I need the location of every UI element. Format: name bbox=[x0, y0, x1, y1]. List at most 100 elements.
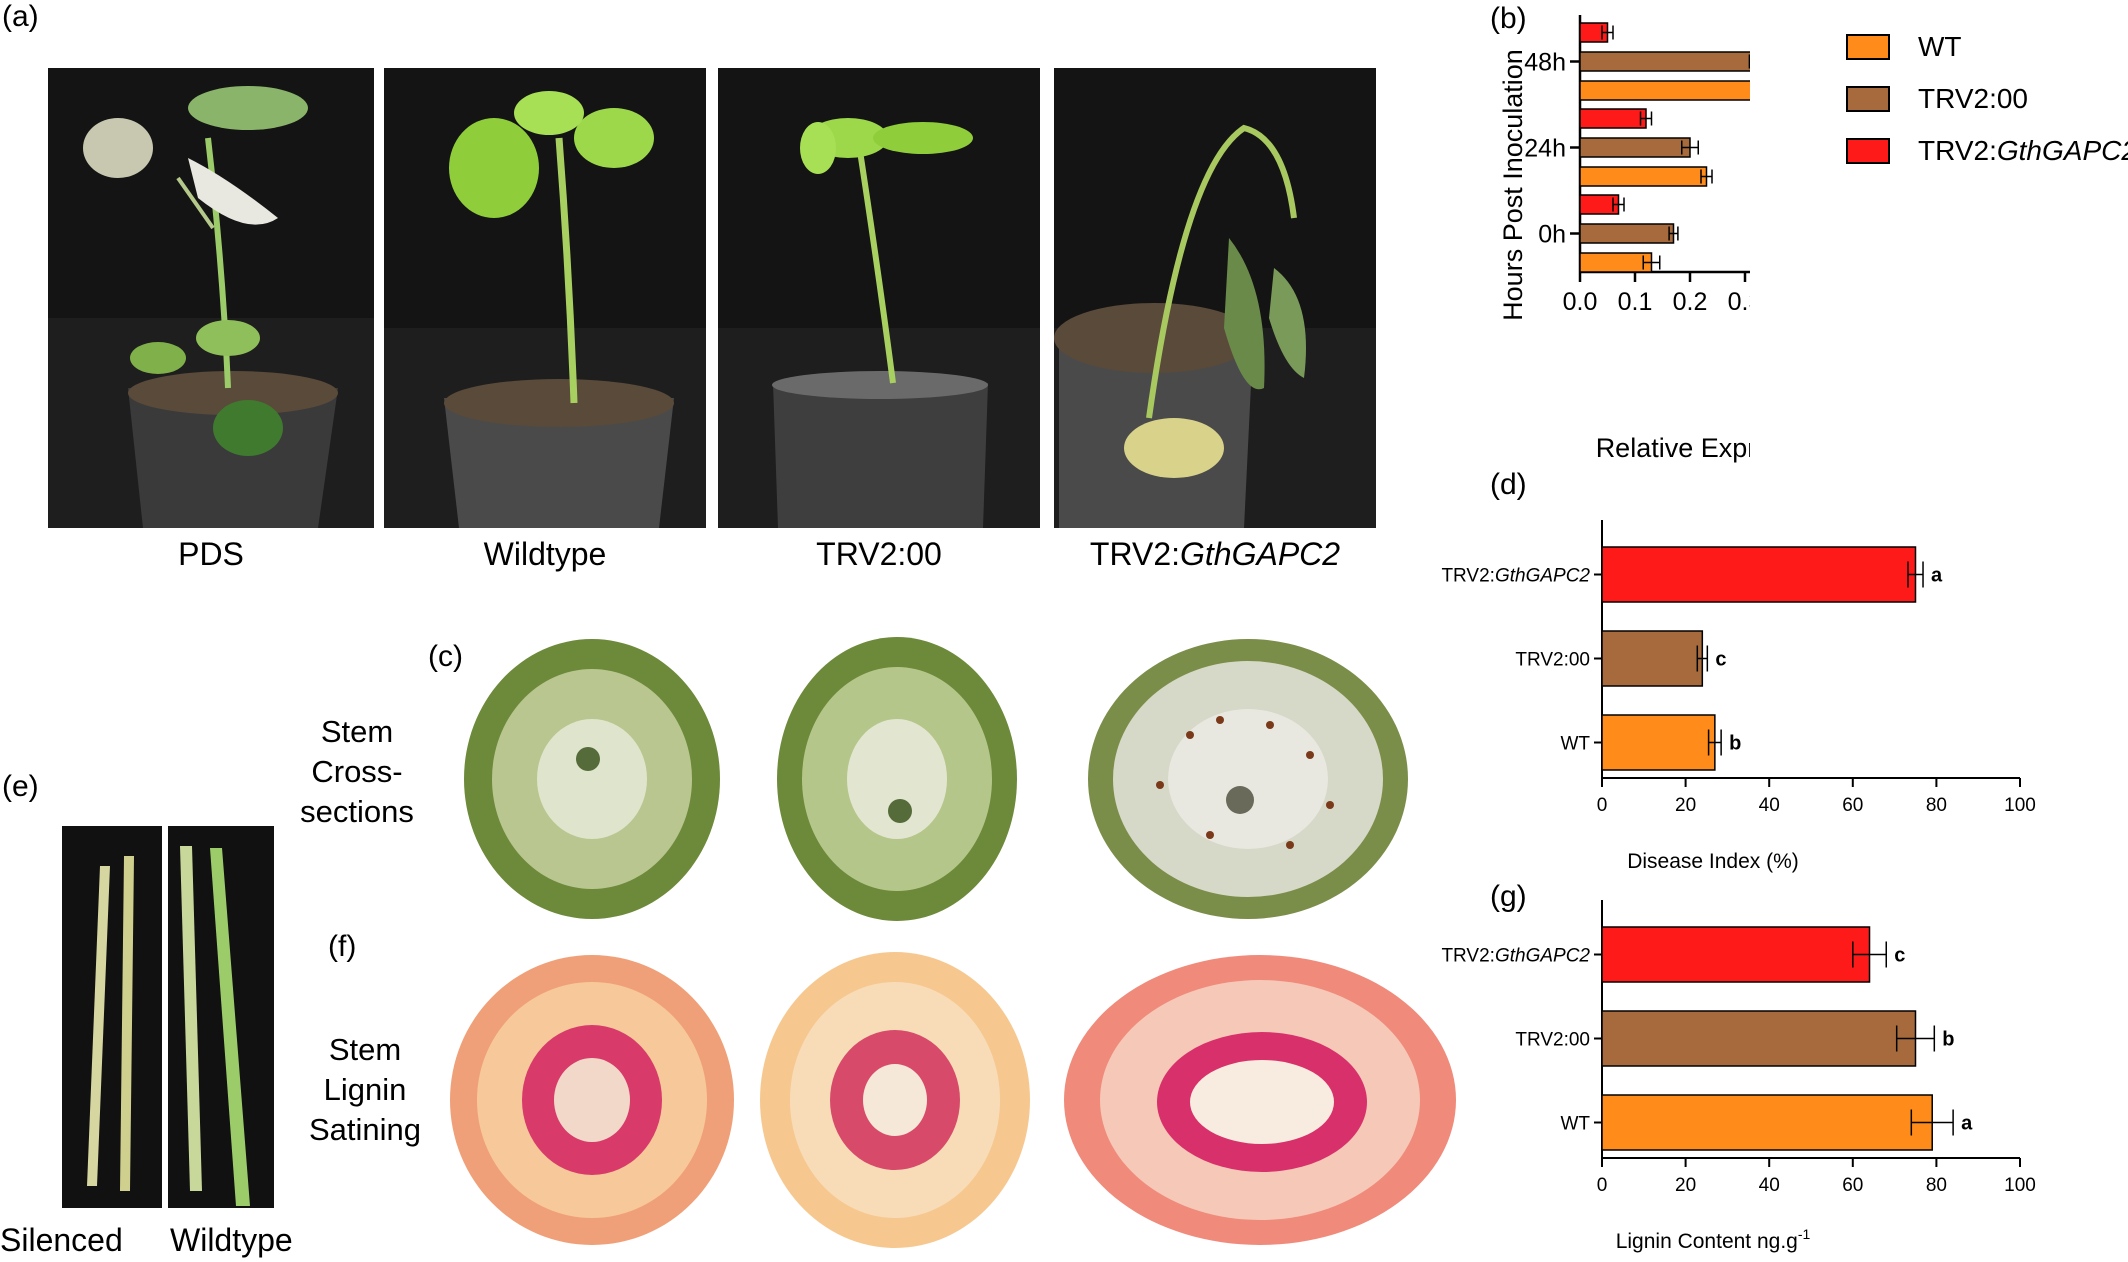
d-y-tick-label-main: TRV2:00 bbox=[1515, 650, 1590, 671]
legend-item-trv2-gthgapc2: TRV2:GthGAPC2 bbox=[1846, 126, 2128, 176]
stem-photo-silenced bbox=[62, 826, 162, 1208]
legend-swatch-wt bbox=[1846, 34, 1890, 60]
d-x-tick-label: 100 bbox=[2004, 795, 2036, 816]
d-bar bbox=[1601, 546, 1917, 603]
label-stem-lignin-3: Satining bbox=[308, 1112, 422, 1147]
g-y-tick-label: WT bbox=[1560, 1114, 1590, 1135]
d-x-tick-label: 0 bbox=[1597, 795, 1608, 816]
legend-item-trv2-00: TRV2:00 bbox=[1846, 74, 2128, 124]
panel-label-d: (d) bbox=[1490, 468, 1527, 501]
g-bar bbox=[1601, 1094, 1933, 1151]
g-x-tick-label: 80 bbox=[1926, 1175, 1947, 1196]
b-y-tick-label: 0h bbox=[1538, 221, 1566, 249]
b-y-tick-label: 24h bbox=[1524, 135, 1566, 163]
g-significance-letter: b bbox=[1942, 1029, 1954, 1051]
stem-cross-section-images bbox=[464, 637, 1408, 921]
lignin-section-2 bbox=[760, 952, 1030, 1248]
b-x-tick-label: 0.0 bbox=[1563, 288, 1598, 316]
d-x-axis-label: Disease Index (%) bbox=[1627, 850, 1799, 873]
chart-g: Lignin Content ng.g-1 0 20 40 60 80 100 a WT b TR… bbox=[1441, 900, 2036, 1253]
b-bar bbox=[1579, 80, 1750, 101]
legend-swatch-trv2-00 bbox=[1846, 86, 1890, 112]
g-bar bbox=[1601, 926, 1871, 983]
panel-label-c: (c) bbox=[428, 640, 463, 673]
b-x-tick-label: 0.3 bbox=[1728, 288, 1750, 316]
g-x-tick-label: 60 bbox=[1842, 1175, 1863, 1196]
label-stem-lignin-staining: Stem Lignin Satining bbox=[290, 1030, 440, 1150]
g-x-tick-label: 40 bbox=[1759, 1175, 1780, 1196]
label-stem-lignin-2: Lignin bbox=[323, 1072, 407, 1107]
b-y-tick-label: 48h bbox=[1524, 49, 1566, 77]
b-x-axis-label: Relative Expression bbox=[1596, 433, 1750, 463]
legend-label-trv2-00: TRV2:00 bbox=[1918, 83, 2028, 114]
d-significance-letter: b bbox=[1729, 733, 1741, 755]
d-y-tick-label: WT bbox=[1560, 734, 1590, 755]
g-y-tick-label-italic: GthGAPC2 bbox=[1495, 946, 1590, 967]
g-x-axis-label: Lignin Content ng.g-1 bbox=[1616, 1226, 1811, 1253]
g-bar bbox=[1601, 1010, 1917, 1067]
g-x-tick-label: 0 bbox=[1597, 1175, 1608, 1196]
panel-label-f: (f) bbox=[328, 930, 357, 963]
d-x-tick-label: 80 bbox=[1926, 795, 1947, 816]
lignin-section-3 bbox=[1064, 955, 1456, 1245]
b-y-axis-label: Hours Post Inoculation bbox=[1498, 49, 1528, 321]
panel-label-g: (g) bbox=[1490, 880, 1527, 913]
g-y-tick-label: TRV2:GthGAPC2 bbox=[1441, 946, 1590, 967]
panel-label-b: (b) bbox=[1490, 2, 1527, 35]
legend-b: WT TRV2:00 TRV2:GthGAPC2 bbox=[1846, 22, 2128, 176]
d-y-tick-label: TRV2:GthGAPC2 bbox=[1441, 566, 1590, 587]
b-x-tick-label: 0.2 bbox=[1673, 288, 1708, 316]
b-bar bbox=[1579, 223, 1675, 244]
b-x-tick-label: 0.1 bbox=[1618, 288, 1653, 316]
label-stem-lignin-1: Stem bbox=[328, 1032, 402, 1067]
panel-label-e: (e) bbox=[2, 770, 39, 803]
cross-section-2 bbox=[777, 637, 1017, 921]
d-x-tick-label: 40 bbox=[1759, 795, 1780, 816]
d-y-tick-label-italic: GthGAPC2 bbox=[1495, 566, 1590, 587]
d-significance-letter: c bbox=[1715, 649, 1726, 671]
d-bar bbox=[1601, 714, 1716, 771]
d-bar bbox=[1601, 630, 1704, 687]
caption-trv2-prefix: TRV2: bbox=[1089, 536, 1181, 572]
chart-b: Hours Post Inoculation Relative Expressi… bbox=[1498, 15, 1750, 463]
g-significance-letter: c bbox=[1894, 945, 1905, 967]
g-x-axis-label-sup: -1 bbox=[1798, 1226, 1811, 1242]
label-stem-cross-2: Cross-sections bbox=[300, 754, 414, 829]
b-bar bbox=[1579, 108, 1647, 129]
b-bar bbox=[1579, 252, 1653, 273]
d-y-tick-label-main: WT bbox=[1560, 734, 1590, 755]
photo-wildtype bbox=[384, 68, 706, 528]
b-bar bbox=[1579, 51, 1750, 72]
photo-pds bbox=[48, 68, 374, 528]
legend-label-trv2-italic: GthGAPC2 bbox=[1996, 135, 2128, 166]
cross-section-1 bbox=[464, 639, 720, 919]
photo-trv2-00 bbox=[718, 68, 1040, 528]
legend-swatch-trv2-gthgapc2 bbox=[1846, 138, 1890, 164]
g-y-tick-label-main: TRV2: bbox=[1441, 946, 1495, 967]
caption-silenced: Silenced bbox=[0, 1222, 123, 1258]
g-x-axis-label-main: Lignin Content ng.g bbox=[1616, 1230, 1798, 1253]
caption-trv2-00: TRV2:00 bbox=[816, 536, 942, 572]
caption-pds: PDS bbox=[178, 536, 244, 572]
g-y-tick-label-main: TRV2:00 bbox=[1515, 1030, 1590, 1051]
g-y-tick-label-main: WT bbox=[1560, 1114, 1590, 1135]
stem-photo-wildtype bbox=[168, 826, 274, 1208]
d-y-tick-label: TRV2:00 bbox=[1515, 650, 1590, 671]
label-stem-cross-1: Stem bbox=[320, 714, 394, 749]
photo-trv2-gthgapc2 bbox=[1054, 68, 1376, 528]
panel-label-a: (a) bbox=[2, 0, 39, 33]
g-x-tick-label: 100 bbox=[2004, 1175, 2036, 1196]
cross-section-3 bbox=[1088, 639, 1408, 919]
legend-item-wt: WT bbox=[1846, 22, 2128, 72]
lignin-section-1 bbox=[450, 955, 734, 1245]
g-x-tick-label: 20 bbox=[1675, 1175, 1696, 1196]
b-bar bbox=[1579, 166, 1708, 187]
b-bar bbox=[1579, 137, 1691, 158]
g-y-tick-label: TRV2:00 bbox=[1515, 1030, 1590, 1051]
d-significance-letter: a bbox=[1931, 565, 1943, 587]
label-stem-cross-sections: Stem Cross-sections bbox=[272, 712, 442, 832]
legend-label-wt: WT bbox=[1918, 31, 1962, 62]
chart-d: Disease Index (%) 0 20 40 60 80 100 b WT c TRV2:0… bbox=[1441, 520, 2036, 873]
g-significance-letter: a bbox=[1961, 1113, 1973, 1135]
legend-label-trv2-gthgapc2: TRV2:GthGAPC2 bbox=[1918, 135, 2128, 167]
